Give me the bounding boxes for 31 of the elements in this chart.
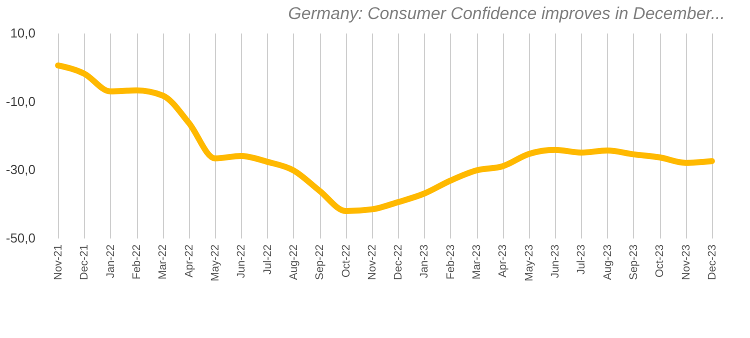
x-tick-label: Feb-23 (444, 244, 457, 280)
x-tick-label: Apr-22 (183, 244, 196, 278)
y-tick-label: -30,0 (6, 162, 36, 178)
y-tick-label: -50,0 (6, 230, 36, 246)
x-tick-label: Jan-22 (104, 244, 117, 278)
x-tick-label: Aug-22 (288, 244, 300, 280)
x-tick-label: May-22 (210, 244, 222, 282)
x-tick-label: Dec-21 (78, 244, 91, 280)
x-tick-label: Feb-22 (131, 244, 144, 280)
x-tick-label: Sep-23 (628, 244, 640, 280)
x-tick-label: Mar-23 (471, 244, 484, 280)
x-tick-label: Jun-22 (236, 244, 248, 278)
x-tick-label: Dec-23 (706, 244, 718, 280)
x-tick-label: Sep-22 (314, 244, 326, 280)
x-tick-label: Jan-23 (418, 244, 431, 278)
x-tick-label: May-23 (523, 244, 536, 282)
chart-title: Germany: Consumer Confidence improves in December... (288, 4, 725, 23)
x-tick-label: Jul-23 (576, 244, 588, 274)
y-tick-label: -10,0 (6, 94, 36, 109)
x-tick-label: Apr-23 (497, 244, 510, 278)
x-tick-label: Oct-23 (654, 244, 666, 278)
y-tick-label: 10,0 (10, 26, 36, 40)
x-tick-label: Nov-22 (366, 244, 378, 280)
x-tick-label: Jun-23 (550, 244, 562, 278)
x-tick-label: Nov-23 (680, 244, 692, 280)
x-tick-label: Aug-23 (602, 244, 614, 280)
x-tick-label: Oct-22 (340, 244, 352, 278)
x-tick-label: Jul-22 (262, 244, 274, 274)
x-tick-label: Dec-22 (392, 244, 405, 280)
x-tick-label: Mar-22 (157, 244, 170, 280)
x-tick-label: Nov-21 (52, 244, 65, 280)
